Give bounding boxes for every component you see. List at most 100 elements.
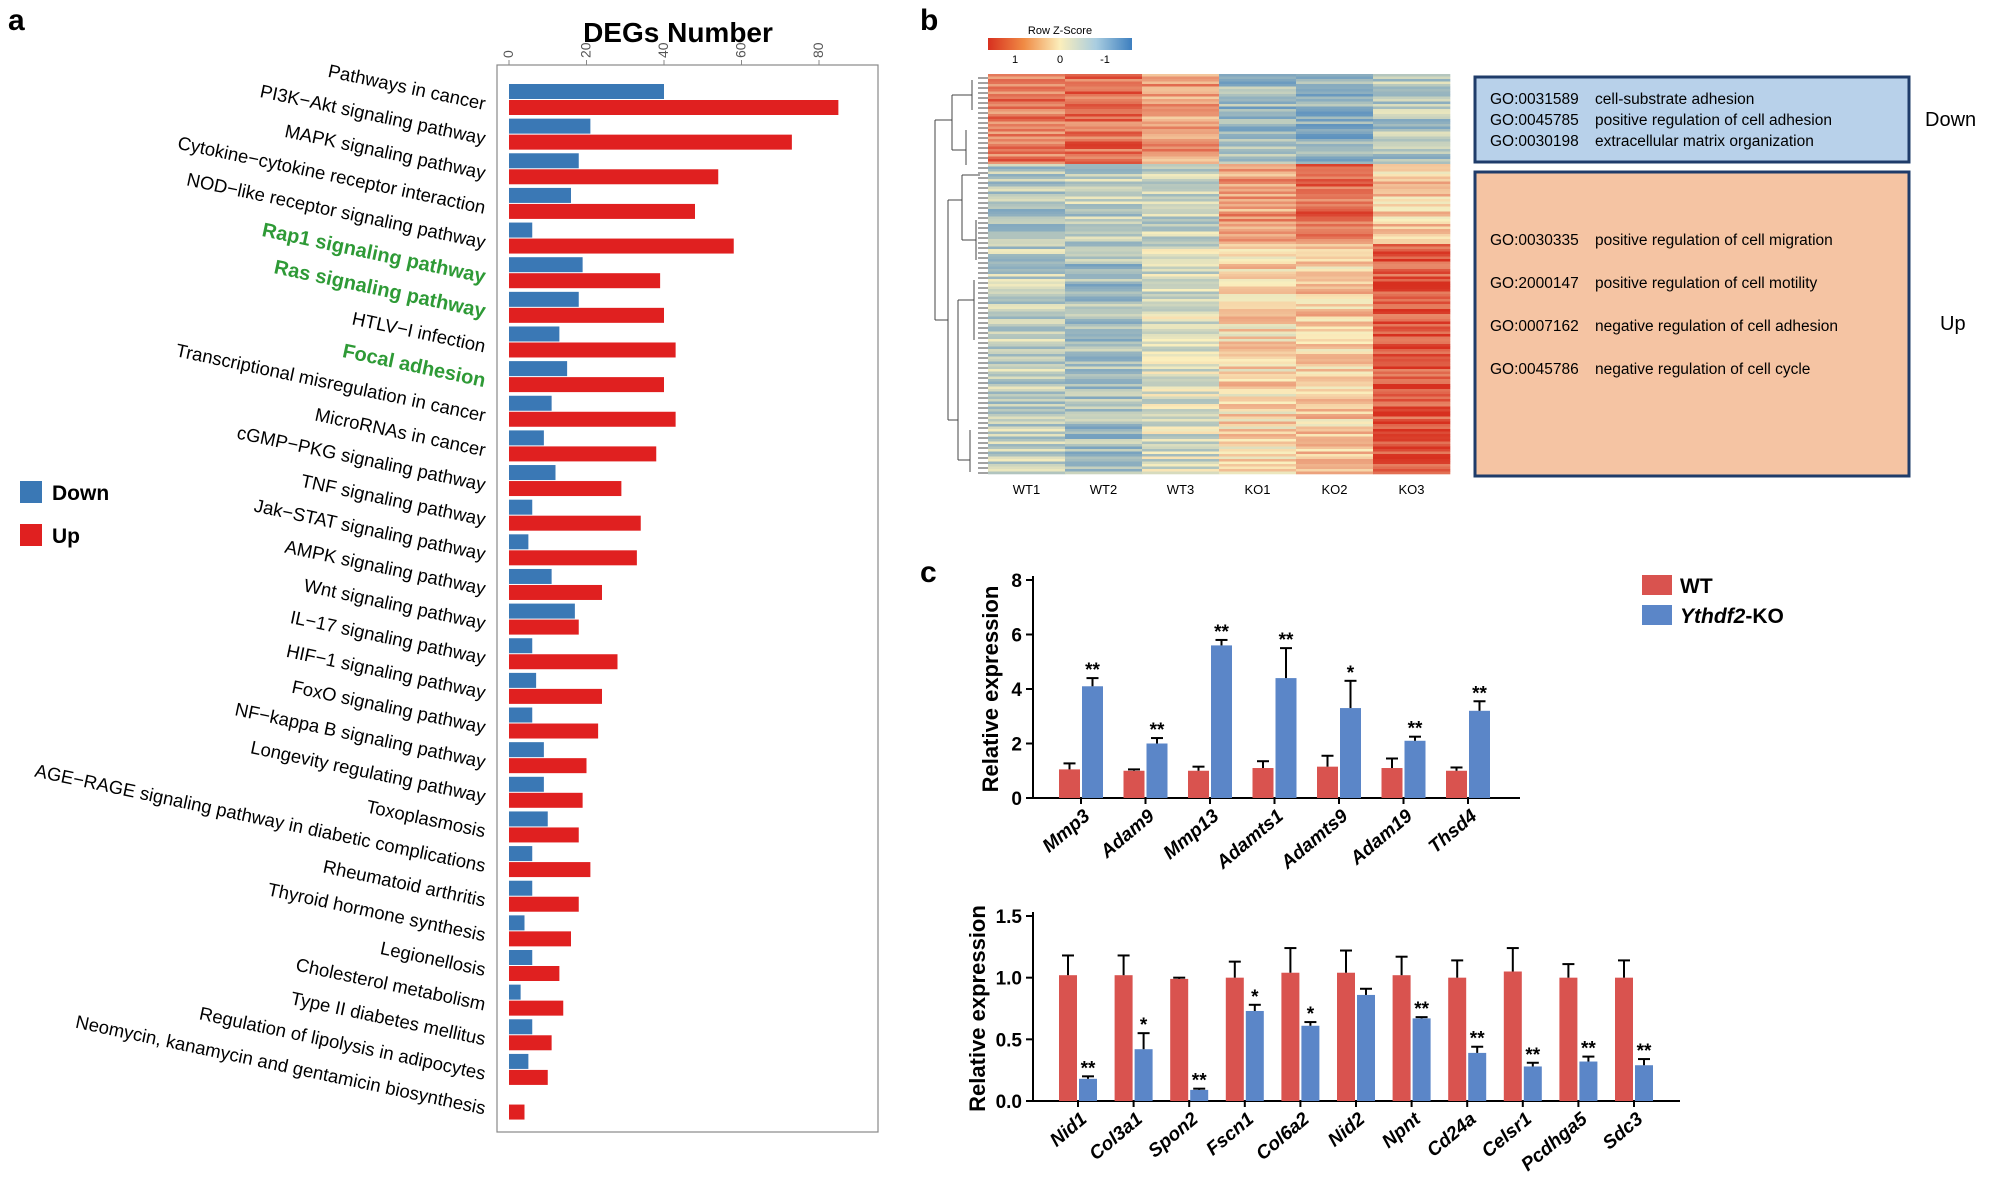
heatmap-cell <box>1142 144 1220 147</box>
heatmap-cell <box>1373 174 1451 177</box>
heatmap-cell <box>1296 274 1374 277</box>
heatmap-cell <box>1296 96 1374 100</box>
heatmap-cell <box>1065 291 1143 295</box>
heatmap-cell <box>1296 409 1374 412</box>
heatmap-cell <box>1296 314 1374 317</box>
heatmap-cell <box>1065 181 1143 185</box>
heatmap-cell <box>988 356 1066 360</box>
heatmap-cell <box>1142 454 1220 457</box>
heatmap-cell <box>1219 274 1297 277</box>
heatmap-cell <box>988 424 1066 427</box>
heatmap-cell <box>988 354 1066 357</box>
heatmap-cell <box>1065 84 1143 87</box>
heatmap-cell <box>1065 214 1143 217</box>
heatmap-cell <box>1373 419 1451 422</box>
heatmap-cell <box>988 411 1066 415</box>
heatmap-cell <box>1373 336 1451 340</box>
bar-up-legionellosis <box>509 966 560 981</box>
go-box-down <box>1473 75 1911 164</box>
heatmap-cell <box>1065 466 1143 470</box>
heatmap-cell <box>1296 311 1374 315</box>
heatmap-cell <box>1219 76 1297 80</box>
heatmap-cell <box>1296 451 1374 455</box>
heatmap-cell <box>1219 111 1297 115</box>
heatmap-cell <box>1065 209 1143 212</box>
bar-up-pathways-in-cancer <box>509 100 839 115</box>
heatmap-cell <box>988 341 1066 345</box>
heatmap-cell <box>1373 249 1451 252</box>
legend-ko-gene: Ythdf2 <box>1680 605 1746 628</box>
heatmap-cell <box>1065 434 1143 437</box>
heatmap-cell <box>1373 404 1451 407</box>
heatmap-cell <box>1373 159 1451 162</box>
heatmap-cell <box>1065 129 1143 132</box>
heatmap-cell <box>1065 341 1143 345</box>
heatmap-cell <box>988 321 1066 325</box>
heatmap-cell <box>1219 201 1297 205</box>
heatmap-cell <box>1296 239 1374 242</box>
gene-label-npnt: Npnt <box>1378 1108 1425 1152</box>
heatmap-cell <box>1373 231 1451 235</box>
heatmap-cell <box>1373 74 1451 77</box>
bar-up-regulation-of-lipolysis-in-adipocytes <box>509 1069 548 1085</box>
heatmap-cell <box>1065 249 1143 252</box>
heatmap-cell <box>988 409 1066 412</box>
heatmap-cell <box>1065 79 1143 82</box>
heatmap-cell <box>988 106 1066 110</box>
bar-up-cgmp-pkg-signaling-pathway <box>509 481 622 497</box>
heatmap-cell <box>1373 289 1451 292</box>
heatmap-cell <box>1373 461 1451 465</box>
heatmap-cell <box>1142 409 1220 412</box>
heatmap-cell <box>1065 401 1143 405</box>
heatmap-cell <box>1296 399 1374 402</box>
heatmap-cell <box>1373 186 1451 190</box>
heatmap-cell <box>988 229 1066 232</box>
heatmap-cell <box>988 176 1066 180</box>
bar-down-il-17-signaling-pathway <box>509 638 533 654</box>
heatmap-cell <box>1373 366 1451 370</box>
heatmap-cell <box>1219 454 1297 457</box>
heatmap-cell <box>1219 396 1297 400</box>
heatmap-cell <box>1142 104 1220 107</box>
heatmap-cell <box>1065 111 1143 115</box>
heatmap-cell <box>988 266 1066 270</box>
heatmap-cell <box>1142 109 1220 112</box>
go-term-cell-substrate-adhesion: cell-substrate adhesion <box>1595 91 1754 108</box>
heatmap-cell <box>1065 274 1143 277</box>
heatmap-cell <box>1373 84 1451 87</box>
heatmap-cell <box>1219 341 1297 345</box>
heatmap-cell <box>1065 186 1143 190</box>
heatmap-cell <box>1142 284 1220 287</box>
heatmap-cell <box>1296 104 1374 107</box>
heatmap-cell <box>1065 424 1143 427</box>
heatmap-cell <box>1142 399 1220 402</box>
heatmap-cell <box>1296 324 1374 327</box>
heatmap-cell <box>1142 389 1220 392</box>
heatmap-cell <box>1219 394 1297 397</box>
gene-label-fscn1: Fscn1 <box>1202 1109 1258 1160</box>
heatmap-cell <box>988 96 1066 100</box>
heatmap-cell <box>1219 344 1297 347</box>
heatmap-cell <box>988 331 1066 335</box>
heatmap-cell <box>1373 411 1451 415</box>
heatmap-cell <box>1219 216 1297 220</box>
heatmap-cell <box>1296 146 1374 150</box>
heatmap-cell <box>1142 154 1220 157</box>
heatmap-cell <box>1296 204 1374 207</box>
bar-up-htlv-i-infection <box>509 342 676 358</box>
heatmap-cell <box>988 324 1066 327</box>
heatmap-cell <box>1065 171 1143 175</box>
heatmap-cell <box>1373 259 1451 262</box>
heatmap-cell <box>988 384 1066 387</box>
bar-up-ras-signaling-pathway <box>509 307 664 323</box>
heatmap-cell <box>1142 101 1220 105</box>
heatmap-cell <box>988 116 1066 120</box>
heatmap-cell <box>988 251 1066 255</box>
bar-wt-mmp3 <box>1059 769 1080 798</box>
heatmap-cell <box>988 441 1066 445</box>
legend-down-label: Down <box>52 482 109 505</box>
heatmap-cell <box>988 159 1066 162</box>
heatmap-dendrogram <box>934 77 988 474</box>
heatmap-cell <box>1219 191 1297 195</box>
heatmap-cell <box>1142 291 1220 295</box>
